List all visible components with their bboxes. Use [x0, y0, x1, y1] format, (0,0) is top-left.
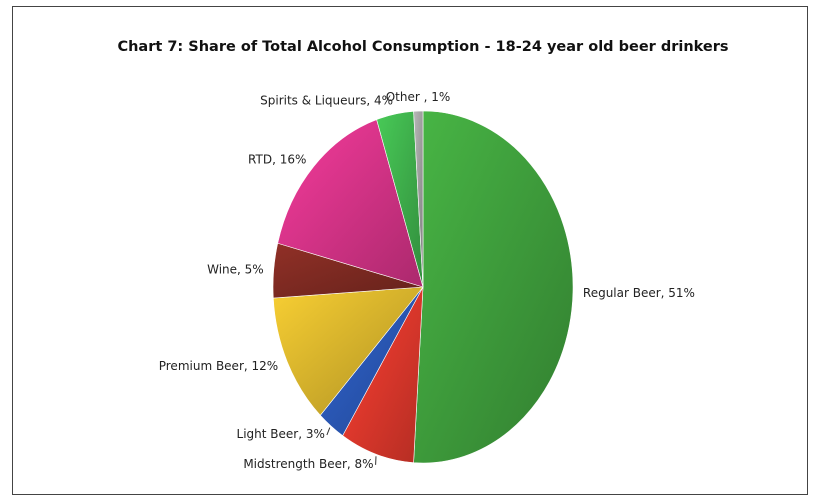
labels-layer: Regular Beer, 51% Midstrength Beer, 8% Lig…	[159, 90, 695, 471]
slice-label: RTD, 16%	[248, 153, 306, 167]
slices-layer	[272, 110, 574, 464]
slice-label: Midstrength Beer, 8%	[243, 457, 373, 471]
slice-label: Wine, 5%	[207, 263, 264, 277]
pie-slice	[413, 110, 424, 288]
pie-slice	[413, 110, 574, 464]
pie-slice	[342, 286, 424, 463]
leader-line	[326, 427, 331, 436]
slice-label: Other , 1%	[386, 90, 451, 104]
pie-slice	[277, 119, 424, 288]
slice-label: Premium Beer, 12%	[159, 359, 278, 373]
chart-frame: Chart 7: Share of Total Alcohol Consumpt…	[12, 6, 808, 495]
pie-slice	[272, 286, 424, 416]
slice-label: Spirits & Liqueurs, 4%	[260, 93, 393, 107]
leader-lines	[326, 427, 377, 465]
pie-chart: Chart 7: Share of Total Alcohol Consumpt…	[117, 39, 728, 471]
slice-label: Light Beer, 3%	[237, 427, 325, 441]
slice-label: Regular Beer, 51%	[583, 286, 695, 300]
chart-title: Chart 7: Share of Total Alcohol Consumpt…	[117, 39, 728, 55]
